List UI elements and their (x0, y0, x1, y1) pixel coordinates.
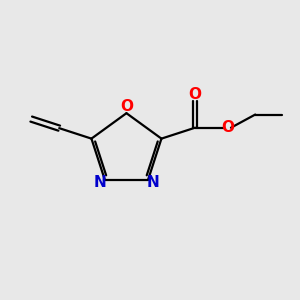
Text: O: O (221, 120, 234, 135)
Text: O: O (120, 99, 133, 114)
Text: N: N (93, 175, 106, 190)
Text: O: O (189, 87, 202, 102)
Text: N: N (147, 175, 160, 190)
